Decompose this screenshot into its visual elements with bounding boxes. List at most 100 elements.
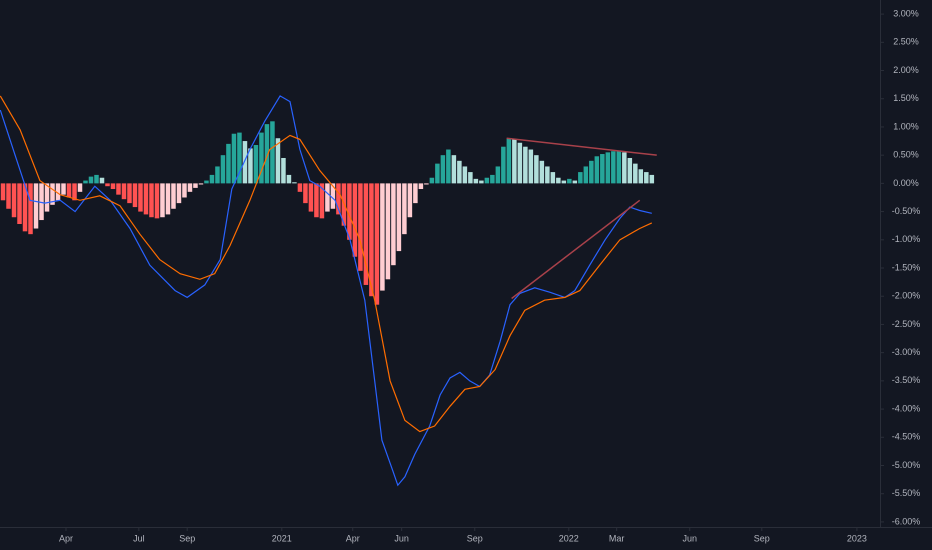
histogram-bar [616, 150, 622, 184]
histogram-bar [99, 177, 105, 184]
histogram-bar [402, 183, 407, 235]
x-tick-label: Jul [133, 533, 145, 543]
histogram-bar [457, 160, 462, 184]
histogram-bar [55, 183, 61, 201]
line-series [0, 95, 652, 487]
histogram-bar [116, 183, 121, 195]
y-tick-label: 0.50% [893, 150, 919, 160]
histogram-bar [418, 183, 424, 190]
histogram-bar [330, 183, 336, 209]
histogram-bar [121, 183, 127, 200]
histogram-bar [292, 182, 297, 184]
histogram-bar [22, 183, 28, 232]
histogram-bar [17, 183, 22, 225]
histogram-bar [424, 183, 429, 185]
histogram-bar [550, 172, 556, 184]
y-tick-label: 0.00% [893, 178, 919, 188]
histogram-bar [347, 183, 352, 240]
histogram-bar [523, 146, 528, 184]
x-tick-label: Apr [346, 533, 360, 543]
histogram-bar [193, 183, 198, 188]
histogram-bar [468, 172, 473, 184]
histogram-bar [528, 149, 534, 184]
line-series [0, 95, 653, 433]
histogram-bar [633, 163, 638, 184]
x-tick-label: Sep [754, 533, 770, 543]
histogram-bar [204, 180, 209, 184]
y-tick-label: 1.50% [893, 93, 919, 103]
histogram-bar [534, 155, 539, 184]
histogram-bar [363, 183, 369, 285]
y-tick-label: -1.50% [892, 262, 921, 272]
histogram-bar [369, 183, 374, 297]
histogram-bar [567, 178, 572, 184]
histogram-bar [0, 183, 6, 201]
histogram-bar [627, 157, 633, 184]
x-tick-label: Apr [59, 533, 73, 543]
x-tick-label: 2022 [559, 533, 579, 543]
histogram-bar [198, 183, 204, 185]
histogram-bar [259, 132, 264, 184]
histogram-bar [209, 174, 215, 184]
histogram-bar [77, 183, 83, 192]
histogram-bar [297, 183, 303, 192]
y-tick-label: -3.00% [892, 347, 921, 357]
histogram-bar [435, 163, 440, 184]
y-tick-label: -4.00% [892, 403, 921, 413]
histogram-bar [182, 183, 187, 198]
histogram-bar [429, 177, 435, 184]
histogram-bar [374, 183, 380, 305]
histogram-bar [556, 177, 561, 184]
histogram-bar [149, 183, 154, 218]
histogram-bar [539, 160, 545, 184]
histogram-bar [462, 166, 468, 184]
x-tick-label: Sep [179, 533, 195, 543]
histogram-bar [275, 138, 281, 184]
histogram-bar [226, 143, 231, 184]
histogram-bar [561, 180, 567, 184]
x-tick-label: Sep [467, 533, 483, 543]
histogram-bar [413, 183, 418, 204]
histogram-bar [50, 183, 55, 205]
trendline [511, 199, 641, 300]
histogram-bar [484, 177, 490, 184]
histogram-bar [314, 183, 319, 218]
histogram-bar [171, 183, 176, 209]
histogram-bar [495, 166, 501, 184]
histogram-bar [28, 183, 33, 235]
histogram-bar [154, 183, 160, 219]
histogram-bar [325, 183, 330, 212]
histogram-bar [105, 183, 110, 187]
y-tick-label: -1.00% [892, 234, 921, 244]
x-tick-label: Jun [683, 533, 698, 543]
histogram-bar [352, 183, 358, 257]
histogram-bar [286, 174, 292, 184]
histogram-bar [187, 183, 193, 192]
histogram-bar [358, 183, 363, 271]
histogram-bar [127, 183, 132, 204]
histogram-bar [44, 183, 50, 212]
histogram-bar [638, 169, 644, 184]
histogram-bar [611, 151, 616, 184]
histogram-bar [94, 174, 99, 184]
y-tick-label: -2.00% [892, 291, 921, 301]
histogram-bar [303, 183, 308, 204]
histogram-bar [88, 176, 94, 184]
y-tick-label: -5.00% [892, 460, 921, 470]
histogram-bar [407, 183, 413, 218]
histogram-bar [572, 180, 578, 184]
histogram-bar [391, 183, 396, 266]
histogram-bar [622, 152, 627, 184]
histogram-bar [215, 166, 220, 184]
histogram-bar [319, 183, 325, 219]
histogram-bar [501, 146, 506, 184]
y-tick-label: -3.50% [892, 375, 921, 385]
histogram-bar [605, 152, 611, 184]
histogram-bar [270, 121, 275, 184]
histogram-bar [39, 183, 44, 221]
x-tick-label: Mar [609, 533, 625, 543]
histogram-bar [165, 183, 171, 215]
histogram-bar [143, 183, 149, 215]
histogram-bar [506, 138, 512, 184]
